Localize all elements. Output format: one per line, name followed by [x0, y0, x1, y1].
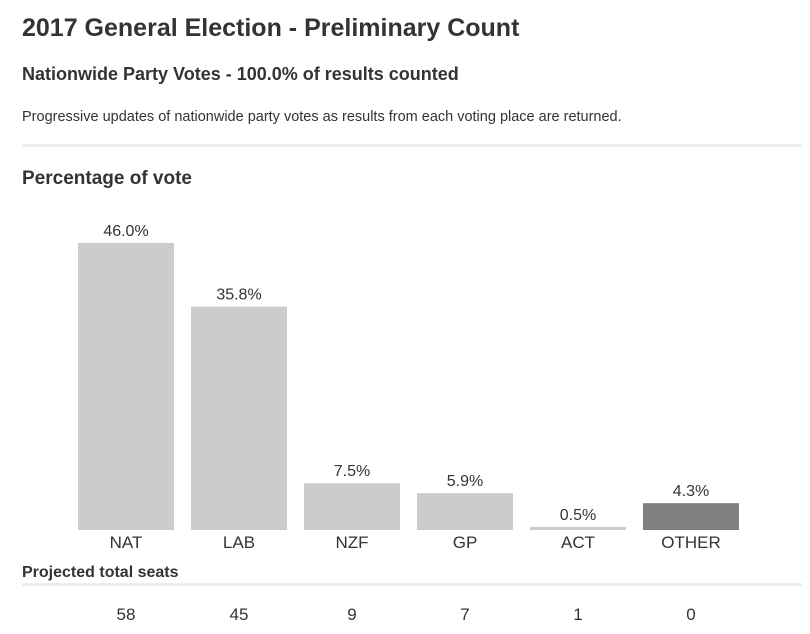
seats-title: Projected total seats — [22, 564, 179, 581]
data-label-nzf: 7.5% — [334, 463, 370, 480]
seat-count-act: 1 — [573, 605, 583, 624]
seat-count-other: 0 — [686, 605, 696, 624]
data-label-nat: 46.0% — [103, 223, 148, 240]
bar-other — [643, 503, 739, 530]
seat-count-nat: 58 — [116, 605, 136, 624]
tick-label-lab: LAB — [223, 533, 255, 552]
vote-percentage-chart: 46.0% NAT 35.8% LAB 7.5% NZF 5.9% GP 0.5% ACT 4.3%… — [78, 223, 739, 552]
data-label-gp: 5.9% — [447, 473, 483, 490]
data-label-act: 0.5% — [560, 507, 596, 524]
bar-gp — [417, 493, 513, 530]
data-label-lab: 35.8% — [216, 287, 261, 304]
tick-label-gp: GP — [453, 533, 478, 552]
tick-label-other: OTHER — [661, 533, 721, 552]
bar-nzf — [304, 483, 400, 530]
tick-label-nzf: NZF — [335, 533, 368, 552]
tick-label-act: ACT — [561, 533, 595, 552]
bar-nat — [78, 243, 174, 530]
section-divider — [22, 144, 802, 147]
seat-count-gp: 7 — [460, 605, 470, 624]
data-label-other: 4.3% — [673, 483, 709, 500]
tick-label-nat: NAT — [110, 533, 143, 552]
bar-lab — [191, 306, 287, 530]
seats-divider — [22, 583, 802, 586]
seat-count-lab: 45 — [229, 605, 249, 624]
bar-act — [530, 526, 626, 530]
seat-count-nzf: 9 — [347, 605, 357, 624]
page-title: 2017 General Election - Preliminary Coun… — [22, 14, 520, 42]
results-description: Progressive updates of nationwide party … — [22, 109, 622, 125]
results-subtitle: Nationwide Party Votes - 100.0% of resul… — [22, 64, 459, 84]
chart-title: Percentage of vote — [22, 168, 192, 189]
